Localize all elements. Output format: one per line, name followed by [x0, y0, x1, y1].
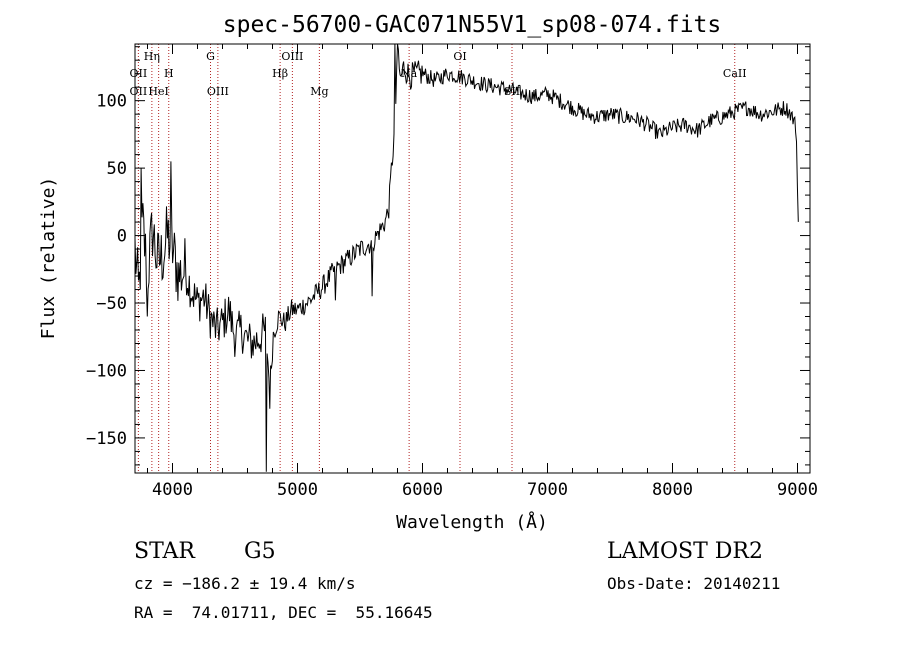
x-tick-label: 7000	[527, 480, 568, 500]
survey-name: LAMOST DR2	[607, 539, 763, 564]
x-axis-label: Wavelength (Å)	[396, 511, 548, 533]
y-tick-label: −150	[86, 429, 127, 449]
spectral-line-label: CaII	[723, 67, 747, 80]
spectrum-line	[134, 43, 799, 472]
plot-frame	[134, 43, 811, 474]
axis-ticks: 4000 5000 6000 7000 8000 9000 −150 −100 −50 0 50 10…	[86, 44, 818, 500]
redshift-velocity: cz = −186.2 ± 19.4 km/s	[134, 574, 356, 593]
observation-date: Obs-Date: 20140211	[607, 574, 781, 593]
spectral-line-label: G	[206, 50, 215, 63]
y-tick-label: 0	[117, 227, 127, 247]
spectral-line-labels: OII OII Hη HeI H G OIII Hβ OIII Mg Na OI SII CaII	[130, 50, 747, 98]
spectral-line-markers	[137, 44, 736, 473]
x-tick-label: 5000	[277, 480, 318, 500]
object-class: STAR	[134, 539, 195, 564]
x-tick-label: 4000	[152, 480, 193, 500]
x-tick-label: 9000	[777, 480, 818, 500]
x-tick-label: 6000	[402, 480, 443, 500]
spectral-line-label: H	[164, 67, 174, 80]
y-tick-label: −100	[86, 361, 127, 381]
object-subclass: G5	[244, 539, 276, 564]
y-tick-label: 50	[107, 159, 127, 179]
spectral-line-label: OIII	[281, 50, 303, 63]
y-axis-label: Flux (relative)	[38, 177, 59, 340]
spectral-line-label: Hβ	[272, 67, 288, 80]
chart-title: spec-56700-GAC071N55V1_sp08-074.fits	[223, 12, 722, 38]
x-tick-label: 8000	[652, 480, 693, 500]
spectral-line-label: HeI	[148, 85, 168, 98]
y-tick-label: 100	[96, 92, 127, 112]
spectral-line-label: OII	[130, 67, 148, 80]
spectral-line-label: OIII	[207, 85, 229, 98]
y-tick-label: −50	[96, 294, 127, 314]
spectral-line-label: SII	[504, 85, 520, 98]
sky-coordinates: RA = 74.01711, DEC = 55.16645	[134, 603, 433, 622]
spectrum-series	[134, 43, 799, 472]
spectral-line-label: OI	[453, 50, 466, 63]
spectral-line-label: Na	[401, 67, 418, 80]
spectral-line-label: Hη	[144, 50, 160, 63]
spectral-line-label: OII	[130, 85, 148, 98]
spectral-line-label: Mg	[310, 85, 328, 98]
